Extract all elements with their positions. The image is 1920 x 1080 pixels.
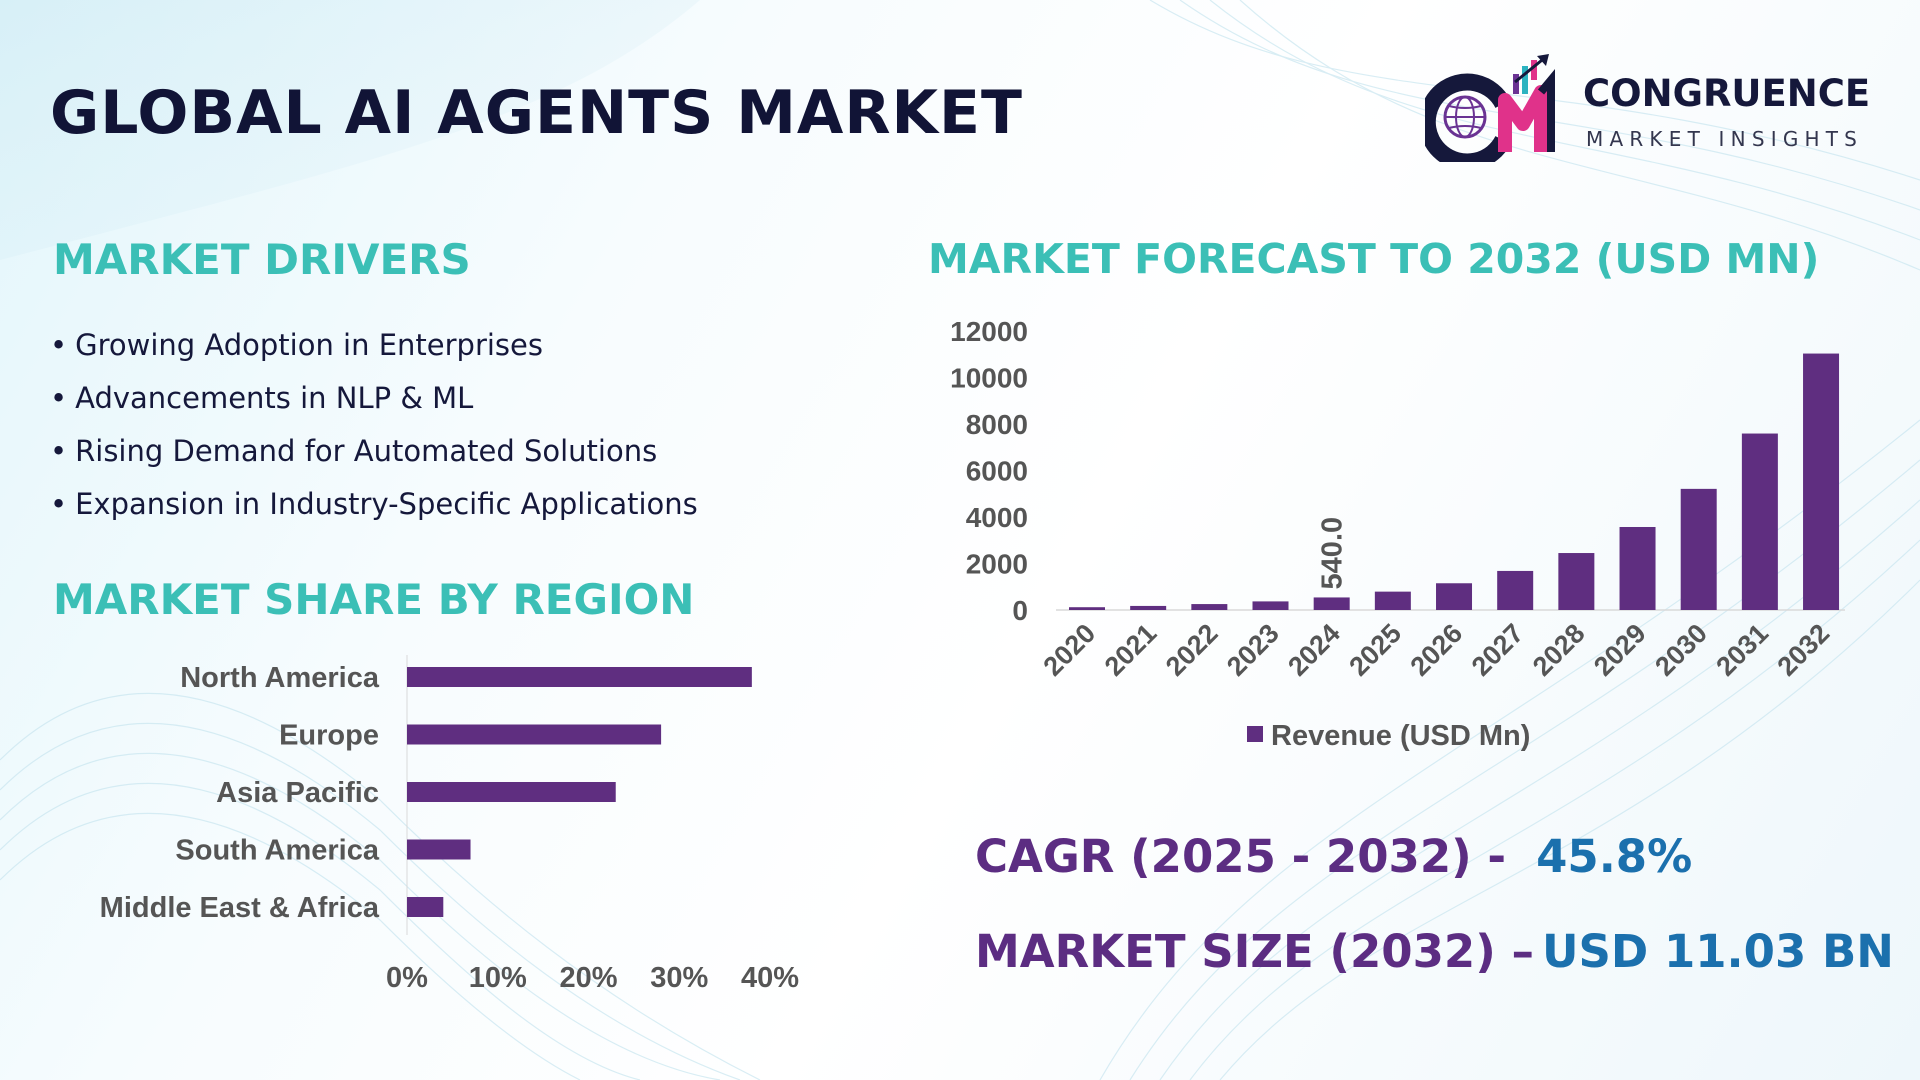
region-label: Europe (279, 720, 379, 752)
cagr-value: 45.8% (1536, 830, 1693, 883)
revenue-bar (1069, 607, 1105, 610)
x-tick-label: 2027 (1466, 618, 1530, 682)
revenue-bar (1558, 553, 1595, 610)
revenue-bar (1497, 570, 1534, 610)
y-tick-label: 10000 (950, 363, 1028, 394)
x-tick-label: 2032 (1772, 618, 1836, 682)
list-item: • Expansion in Industry-Specific Applicat… (50, 484, 698, 537)
region-bar (407, 897, 444, 917)
y-tick-label: 8000 (966, 409, 1028, 440)
cagr-label: CAGR (2025 - 2032) - (975, 830, 1507, 883)
page-title: GLOBAL AI AGENTS MARKET (50, 78, 1023, 148)
region-bar (407, 667, 752, 687)
x-tick-label: 2026 (1405, 618, 1469, 682)
y-tick-label: 6000 (966, 456, 1028, 487)
forecast-title: MARKET FORECAST TO 2032 (USD MN) (928, 235, 1820, 283)
y-tick-label: 0 (1012, 595, 1028, 626)
revenue-bar (1803, 353, 1840, 610)
y-tick-label: 12000 (950, 316, 1028, 347)
region-share-title: MARKET SHARE BY REGION (53, 575, 695, 624)
revenue-bar (1252, 601, 1289, 610)
x-tick-label: 10% (469, 962, 527, 994)
driver-text: Advancements in NLP & ML (75, 381, 474, 415)
x-tick-label: 2028 (1527, 618, 1591, 682)
region-label: Middle East & Africa (100, 892, 380, 924)
revenue-bar (1313, 597, 1350, 610)
x-tick-label: 40% (741, 962, 799, 994)
revenue-bar (1680, 488, 1717, 610)
x-tick-label: 2022 (1160, 618, 1224, 682)
legend-label: Revenue (USD Mn) (1271, 720, 1530, 752)
logo-name: CONGRUENCE (1583, 72, 1871, 115)
market-drivers-title: MARKET DRIVERS (53, 235, 471, 284)
region-bar (407, 724, 662, 745)
bullet-icon: • (50, 381, 68, 415)
revenue-bar (1619, 526, 1656, 610)
x-tick-label: 2029 (1588, 618, 1652, 682)
market-size-value: USD 11.03 BN (1541, 925, 1894, 978)
y-tick-label: 4000 (966, 502, 1028, 533)
x-tick-label: 2031 (1710, 618, 1774, 682)
x-tick-label: 30% (650, 962, 708, 994)
data-label: 540.0 (1317, 517, 1349, 590)
bullet-icon: • (50, 434, 68, 468)
driver-text: Expansion in Industry-Specific Applicati… (75, 487, 698, 521)
legend-swatch (1247, 726, 1263, 742)
y-tick-label: 2000 (966, 549, 1028, 580)
bullet-icon: • (50, 328, 68, 362)
region-label: South America (175, 835, 379, 867)
market-drivers-list: • Growing Adoption in Enterprises • Advanc… (50, 325, 698, 537)
list-item: • Rising Demand for Automated Solutions (50, 431, 698, 484)
x-tick-label: 2030 (1649, 618, 1713, 682)
x-tick-label: 0% (386, 962, 428, 994)
x-tick-label: 20% (559, 962, 617, 994)
market-size-stat: MARKET SIZE (2032) – USD 11.03 BN (975, 925, 1894, 978)
revenue-bar (1130, 605, 1167, 610)
cm-globe-growth-logo-icon (1425, 54, 1555, 162)
x-tick-label: 2025 (1343, 618, 1407, 682)
region-bar (407, 839, 471, 860)
market-size-label: MARKET SIZE (2032) – (975, 925, 1534, 978)
revenue-bar (1191, 604, 1228, 610)
revenue-bar (1741, 433, 1778, 610)
revenue-bar (1374, 591, 1411, 610)
revenue-bar (1436, 583, 1473, 610)
list-item: • Growing Adoption in Enterprises (50, 325, 698, 378)
x-tick-label: 2024 (1282, 618, 1346, 682)
driver-text: Rising Demand for Automated Solutions (75, 434, 658, 468)
region-label: North America (180, 662, 380, 694)
bullet-icon: • (50, 487, 68, 521)
x-tick-label: 2021 (1099, 618, 1163, 682)
driver-text: Growing Adoption in Enterprises (75, 328, 543, 362)
x-tick-label: 2023 (1221, 618, 1285, 682)
region-label: Asia Pacific (216, 777, 379, 809)
company-logo: CONGRUENCE MARKET INSIGHTS (1425, 52, 1895, 162)
logo-tagline: MARKET INSIGHTS (1586, 127, 1864, 151)
x-tick-label: 2020 (1038, 618, 1102, 682)
list-item: • Advancements in NLP & ML (50, 378, 698, 431)
region-bar (407, 782, 616, 802)
cagr-stat: CAGR (2025 - 2032) - 45.8% (975, 830, 1692, 883)
